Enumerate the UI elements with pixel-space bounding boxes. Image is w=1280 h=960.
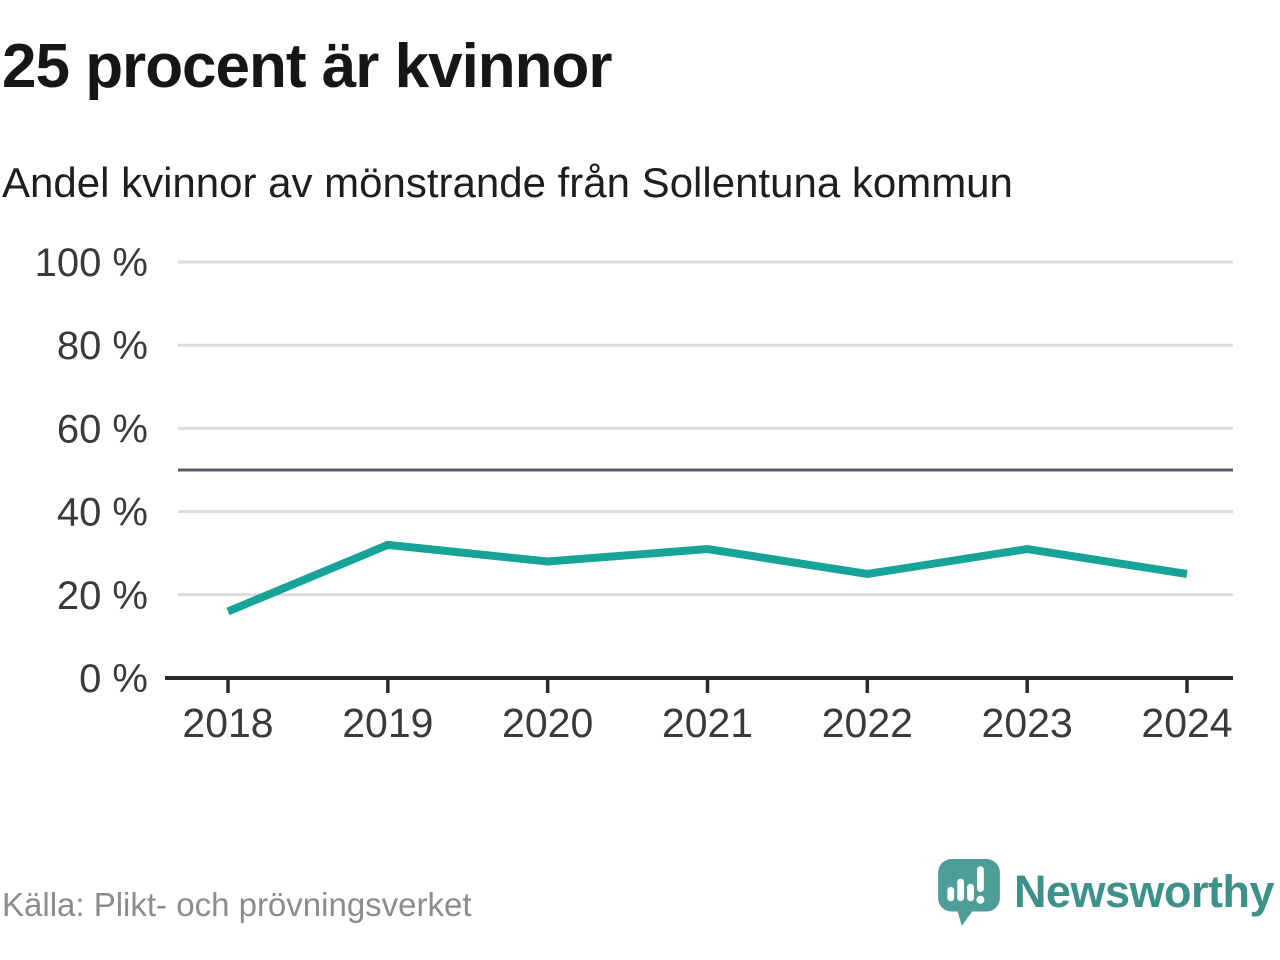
x-axis-tick-label: 2023 bbox=[982, 700, 1073, 746]
y-axis-tick-label: 80 % bbox=[57, 324, 148, 368]
x-axis-tick-label: 2019 bbox=[342, 700, 433, 746]
y-axis-tick-label: 20 % bbox=[57, 574, 148, 618]
x-axis-tick-label: 2022 bbox=[822, 700, 913, 746]
y-axis-tick-label: 60 % bbox=[57, 407, 148, 451]
source-caption: Källa: Plikt- och prövningsverket bbox=[2, 886, 472, 923]
line-chart: 0 % 20 % 40 % 60 % 80 % 100 % 2018 2019 2020 2021… bbox=[0, 230, 1280, 760]
line-chart-svg: 0 % 20 % 40 % 60 % 80 % 100 % 2018 2019 2020 2021… bbox=[35, 241, 1233, 746]
x-axis-tick-label: 2020 bbox=[502, 700, 593, 746]
chart-title: 25 procent är kvinnor bbox=[2, 32, 613, 101]
newsworthy-logo-icon bbox=[938, 859, 1000, 926]
y-axis-tick-label: 100 % bbox=[35, 241, 148, 285]
newsworthy-brand: Newsworthy bbox=[936, 856, 1275, 928]
x-axis-tick-label: 2021 bbox=[662, 700, 753, 746]
y-axis-tick-label: 0 % bbox=[79, 657, 148, 701]
newsworthy-wordmark: Newsworthy bbox=[1013, 866, 1275, 917]
chart-subtitle: Andel kvinnor av mönstrande från Sollent… bbox=[2, 159, 1013, 206]
x-axis-tick-label: 2018 bbox=[182, 700, 273, 746]
data-line-series bbox=[226, 540, 1188, 616]
y-axis-tick-label: 40 % bbox=[57, 491, 148, 535]
x-axis-tick-label: 2024 bbox=[1141, 700, 1232, 746]
